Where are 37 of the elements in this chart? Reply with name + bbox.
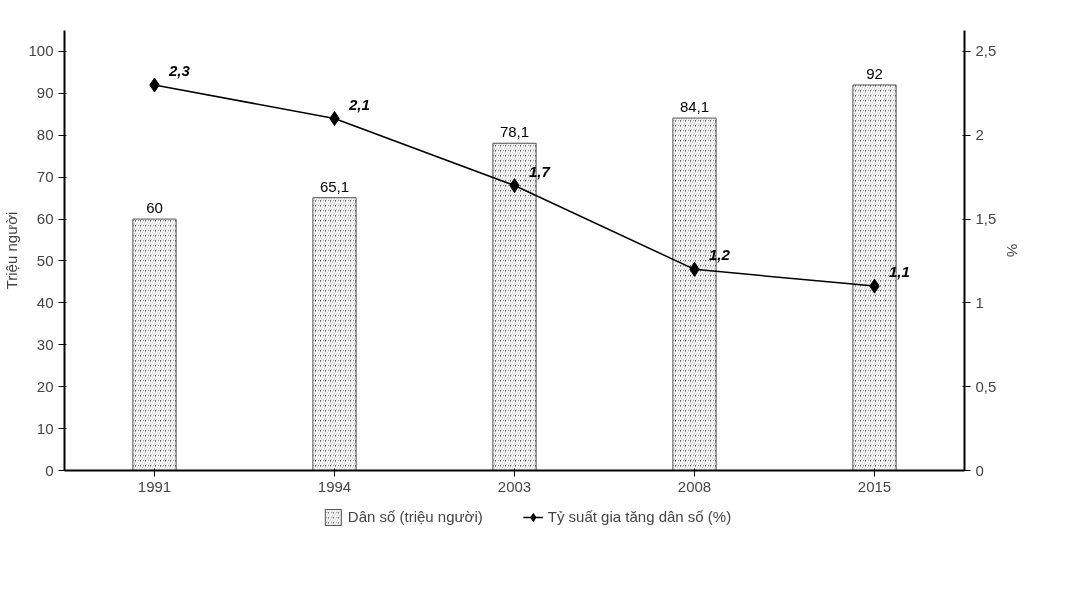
y2-tick-label: 2 bbox=[975, 126, 984, 144]
y-tick-label: 70 bbox=[36, 168, 54, 186]
legend-label: Dân số (triệu người) bbox=[347, 508, 483, 525]
y-tick-label: 30 bbox=[36, 335, 54, 353]
point bbox=[329, 111, 340, 126]
y-tick-label: 0 bbox=[45, 461, 54, 479]
y-tick-label: 100 bbox=[28, 42, 54, 60]
x-tick-label: 1991 bbox=[137, 477, 172, 495]
data-label: 78,1 bbox=[499, 123, 530, 141]
y-tick-label: 80 bbox=[36, 126, 54, 144]
y2-tick-label: 2,5 bbox=[975, 42, 997, 60]
data-label: 84,1 bbox=[679, 98, 710, 116]
x-tick-label: 2008 bbox=[677, 477, 712, 495]
y-tick-label: 40 bbox=[36, 293, 54, 311]
x-tick-label: 2015 bbox=[857, 477, 892, 495]
y2-tick-label: 1 bbox=[975, 293, 984, 311]
data-label: 1,7 bbox=[528, 162, 551, 180]
data-label: 92 bbox=[866, 64, 883, 82]
y2-tick-label: 0 bbox=[975, 461, 984, 479]
x-tick-label: 1994 bbox=[317, 477, 352, 495]
data-label: 1,1 bbox=[888, 263, 910, 281]
data-label: 1,2 bbox=[708, 246, 731, 264]
data-label: 2,1 bbox=[347, 95, 370, 113]
data-label: 65,1 bbox=[319, 177, 350, 195]
data-label: 60 bbox=[146, 199, 163, 217]
y-tick-label: 90 bbox=[36, 84, 54, 102]
y2-tick-label: 0,5 bbox=[975, 377, 997, 395]
data-label: 2,3 bbox=[167, 61, 191, 79]
legend-label: Tỷ suất gia tăng dân số (%) bbox=[547, 508, 732, 525]
x-tick-label: 2003 bbox=[497, 477, 532, 495]
y-tick-label: 60 bbox=[36, 210, 54, 228]
y-tick-label: 50 bbox=[36, 251, 54, 269]
y2-axis-title: % bbox=[1004, 243, 1022, 258]
y-axis-title: Triệu người bbox=[3, 211, 21, 290]
y-tick-label: 20 bbox=[36, 377, 54, 395]
y-tick-label: 10 bbox=[36, 419, 54, 437]
y2-tick-label: 1,5 bbox=[975, 210, 997, 228]
